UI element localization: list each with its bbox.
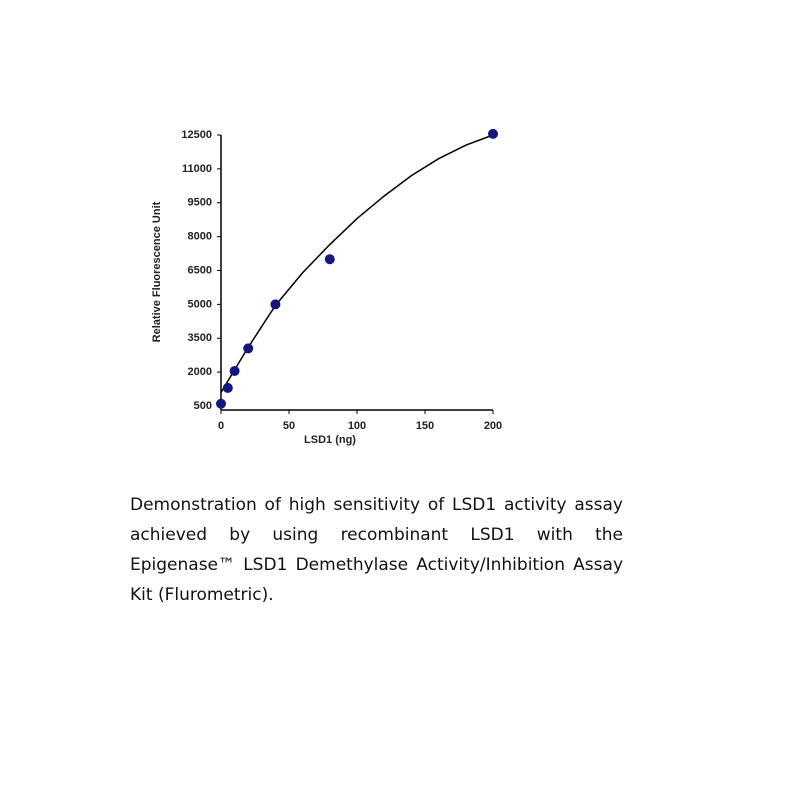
data-point — [229, 365, 240, 376]
y-tick-label: 3500 — [188, 332, 212, 344]
data-point — [243, 343, 254, 354]
x-tick-label: 0 — [218, 420, 224, 432]
y-axis-label: Relative Fluorescence Unit — [151, 201, 163, 342]
data-point — [270, 299, 281, 310]
y-tick-label: 2000 — [188, 366, 212, 378]
x-tick-label: 50 — [283, 420, 295, 432]
y-tick-label: 9500 — [188, 197, 212, 209]
fit-curve — [220, 134, 494, 393]
y-tick-label: 5000 — [188, 298, 212, 310]
y-tick-label: 500 — [194, 400, 212, 412]
x-tick-label: 150 — [416, 420, 434, 432]
chart: LSD1 (ng) Relative Fluorescence Unit 500… — [151, 128, 502, 446]
caption: Demonstration of high sensitivity of LSD… — [130, 495, 623, 605]
data-point — [324, 254, 335, 265]
x-tick-label: 200 — [484, 420, 502, 432]
y-tick-label: 6500 — [188, 264, 212, 276]
data-point — [216, 398, 226, 409]
data-point — [222, 382, 233, 393]
y-tick-label: 8000 — [188, 231, 212, 243]
x-axis-label: LSD1 (ng) — [304, 434, 356, 446]
y-tick-label: 12500 — [181, 129, 212, 141]
data-point — [488, 128, 498, 139]
y-tick-label: 11000 — [182, 163, 212, 175]
x-tick-label: 100 — [348, 420, 366, 432]
